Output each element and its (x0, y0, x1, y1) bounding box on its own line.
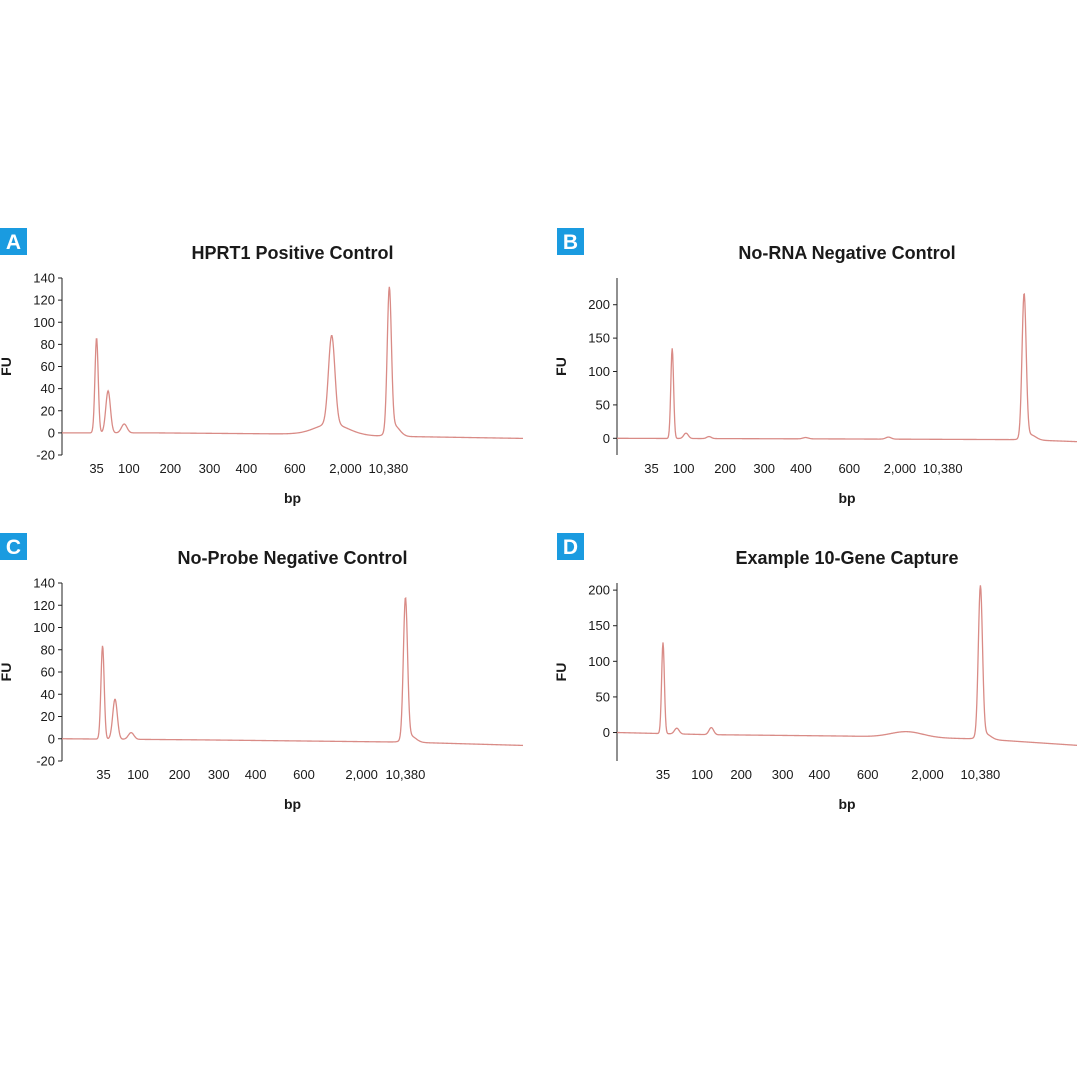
panel-a: A HPRT1 Positive Control -20 0 20 40 60 80 100 12… (0, 228, 540, 533)
panel-badge (557, 533, 584, 560)
fluorescence-trace (616, 585, 1078, 746)
x-tick-label: 35 (656, 767, 670, 782)
y-axis-label: FU (553, 357, 569, 376)
x-tick-label: 2,000 (884, 461, 917, 476)
panel-badge (0, 228, 27, 255)
x-axis-label: bp (838, 490, 855, 506)
y-tick-label: 0 (603, 431, 610, 446)
panel-badge-label: B (563, 231, 578, 254)
electropherogram-d: D Example 10-Gene Capture 0 50 100 150 200 FU 35… (553, 533, 1078, 812)
y-tick-label: 0 (48, 731, 55, 746)
panel-badge (557, 228, 584, 255)
x-tick-label: 300 (199, 461, 221, 476)
x-tick-label: 35 (96, 767, 110, 782)
x-tick-label: 2,000 (329, 461, 362, 476)
x-tick-label: 600 (284, 461, 306, 476)
x-tick-label: 100 (127, 767, 149, 782)
y-axis-label: FU (553, 663, 569, 682)
electropherogram-b: B No-RNA Negative Control 0 50 100 150 200 FU 35… (553, 228, 1078, 506)
y-tick-label: 40 (41, 381, 55, 396)
chart-title: No-Probe Negative Control (177, 548, 407, 568)
x-tick-label: 2,000 (911, 767, 944, 782)
y-tick-label: 100 (588, 654, 610, 669)
y-tick-label: 140 (33, 576, 55, 591)
y-tick-label: 60 (41, 359, 55, 374)
x-tick-label: 100 (118, 461, 140, 476)
y-tick-label: -20 (36, 448, 55, 463)
y-tick-label: 100 (33, 620, 55, 635)
fluorescence-trace (62, 286, 524, 440)
y-tick-label: 50 (596, 689, 610, 704)
x-tick-label: 300 (208, 767, 230, 782)
y-tick-label: 50 (596, 397, 610, 412)
y-tick-label: 150 (588, 331, 610, 346)
y-tick-label: 80 (41, 337, 55, 352)
x-tick-label: 200 (714, 461, 736, 476)
x-tick-label: 600 (293, 767, 315, 782)
y-tick-label: 200 (588, 583, 610, 598)
y-tick-label: 0 (48, 425, 55, 440)
y-tick-label: -20 (36, 754, 55, 769)
y-tick-label: 60 (41, 665, 55, 680)
panel-badge-label: D (563, 536, 578, 559)
x-tick-label: 10,380 (961, 767, 1001, 782)
y-tick-label: 20 (41, 403, 55, 418)
x-tick-label: 200 (159, 461, 181, 476)
y-tick-label: 0 (603, 725, 610, 740)
x-tick-label: 300 (772, 767, 794, 782)
electropherogram-c: C No-Probe Negative Control -20 0 20 40 60 80 10… (0, 533, 524, 812)
x-tick-label: 10,380 (923, 461, 963, 476)
x-axis-label: bp (838, 796, 855, 812)
x-tick-label: 200 (730, 767, 752, 782)
x-tick-label: 10,380 (386, 767, 426, 782)
x-axis-label: bp (284, 490, 301, 506)
x-tick-label: 35 (89, 461, 103, 476)
panel-badge (0, 533, 27, 560)
x-tick-label: 300 (753, 461, 775, 476)
panel-b: B No-RNA Negative Control 0 50 100 150 200 FU 35… (540, 228, 1080, 533)
y-tick-label: 120 (33, 598, 55, 613)
y-tick-label: 80 (41, 642, 55, 657)
x-tick-label: 400 (236, 461, 258, 476)
electropherogram-a: A HPRT1 Positive Control -20 0 20 40 60 80 100 12… (0, 228, 524, 506)
panel-d: D Example 10-Gene Capture 0 50 100 150 200 FU 35… (540, 533, 1080, 838)
x-tick-label: 2,000 (345, 767, 378, 782)
panel-c: C No-Probe Negative Control -20 0 20 40 60 80 10… (0, 533, 540, 838)
y-axis-label: FU (0, 663, 14, 682)
x-tick-label: 400 (790, 461, 812, 476)
fluorescence-trace (617, 293, 1078, 443)
chart-title: HPRT1 Positive Control (191, 243, 393, 263)
x-tick-label: 400 (809, 767, 831, 782)
panel-badge-label: A (6, 231, 21, 254)
y-tick-label: 200 (588, 297, 610, 312)
y-tick-label: 20 (41, 709, 55, 724)
x-axis-label: bp (284, 796, 301, 812)
x-tick-label: 600 (838, 461, 860, 476)
y-tick-label: 120 (33, 293, 55, 308)
chart-title: No-RNA Negative Control (738, 243, 955, 263)
x-tick-label: 10,380 (369, 461, 409, 476)
y-tick-label: 100 (33, 315, 55, 330)
chart-title: Example 10-Gene Capture (735, 548, 958, 568)
y-tick-label: 140 (33, 271, 55, 286)
x-tick-label: 600 (857, 767, 879, 782)
x-tick-label: 400 (245, 767, 267, 782)
y-tick-label: 40 (41, 687, 55, 702)
panel-badge-label: C (6, 536, 21, 559)
x-tick-label: 100 (673, 461, 695, 476)
x-tick-label: 200 (169, 767, 191, 782)
x-tick-label: 100 (691, 767, 713, 782)
fluorescence-trace (62, 596, 524, 747)
y-tick-label: 100 (588, 364, 610, 379)
x-tick-label: 35 (644, 461, 658, 476)
y-tick-label: 150 (588, 618, 610, 633)
y-axis-label: FU (0, 357, 14, 376)
